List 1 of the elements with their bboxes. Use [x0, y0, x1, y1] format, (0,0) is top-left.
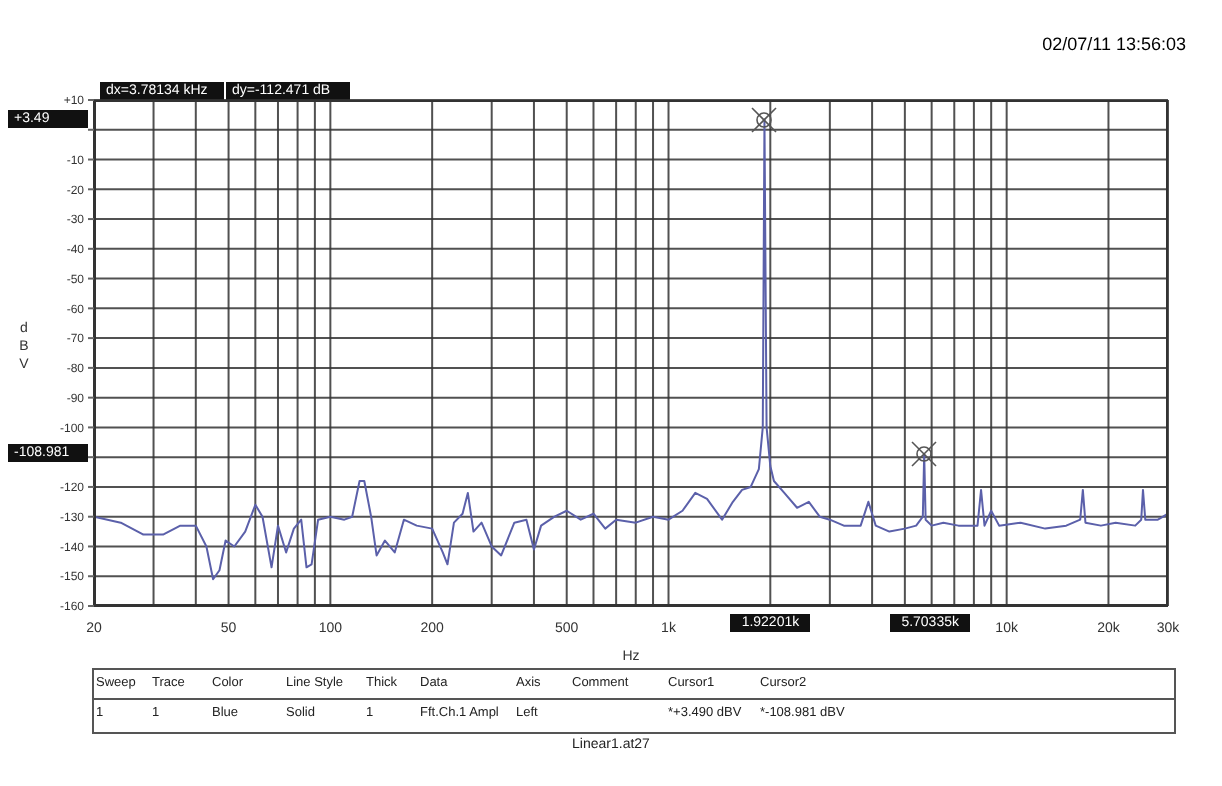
text: 02/07/11 13:56:03	[1042, 34, 1186, 54]
